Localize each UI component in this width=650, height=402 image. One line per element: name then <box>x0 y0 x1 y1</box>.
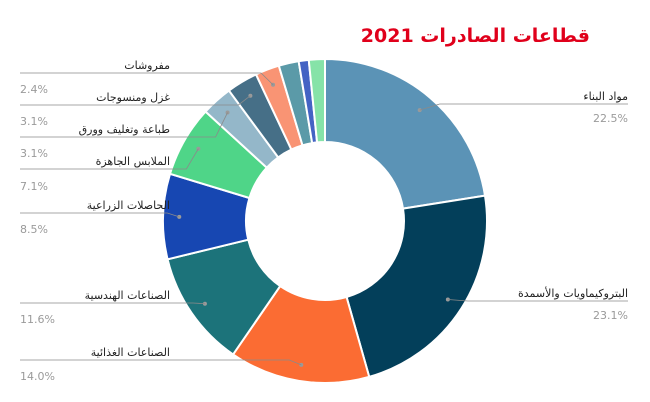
chart-title: قطاعات الصادرات 2021 <box>361 25 590 47</box>
slice-11 <box>307 57 326 144</box>
leader-line-3 <box>20 302 205 305</box>
slice-label-4: الحاصلات الزراعية <box>87 199 170 212</box>
slice-pct-8: 2.4% <box>20 83 48 96</box>
leader-line-2 <box>20 359 302 366</box>
slice-pct-6: 3.1% <box>20 147 48 160</box>
leader-line-4 <box>20 212 180 218</box>
slice-pct-0: 22.5% <box>593 112 628 125</box>
leader-line-7 <box>20 95 251 106</box>
slice-label-6: طباعة وتغليف وورق <box>79 123 171 136</box>
slice-pct-4: 8.5% <box>20 223 48 236</box>
slice-pct-1: 23.1% <box>593 309 628 322</box>
slice-label-5: الملابس الجاهزة <box>96 155 170 168</box>
slice-label-2: الصناعات الغذائية <box>91 346 170 359</box>
slice-label-3: الصناعات الهندسية <box>85 289 170 302</box>
leader-line-8 <box>20 72 274 86</box>
slice-label-1: البتروكيماويات والأسمدة <box>518 286 628 300</box>
slice-pct-2: 14.0% <box>20 370 55 383</box>
leader-line-1 <box>447 299 628 302</box>
slices-group <box>162 57 488 384</box>
labels-group: مواد البناء 22.5% البتروكيماويات والأسمدة 2… <box>20 59 628 383</box>
slice-label-0: مواد البناء <box>583 90 628 103</box>
slice-0 <box>324 57 487 210</box>
slice-1 <box>345 194 488 379</box>
leader-line-0 <box>419 103 628 111</box>
slice-pct-3: 11.6% <box>20 313 55 326</box>
slice-pct-5: 7.1% <box>20 180 48 193</box>
slice-pct-7: 3.1% <box>20 115 48 128</box>
slice-label-8: مفروشات <box>124 59 170 72</box>
leader-line-5 <box>20 148 199 170</box>
leader-line-6 <box>20 112 228 138</box>
slice-label-7: غزل ومنسوجات <box>96 91 170 104</box>
